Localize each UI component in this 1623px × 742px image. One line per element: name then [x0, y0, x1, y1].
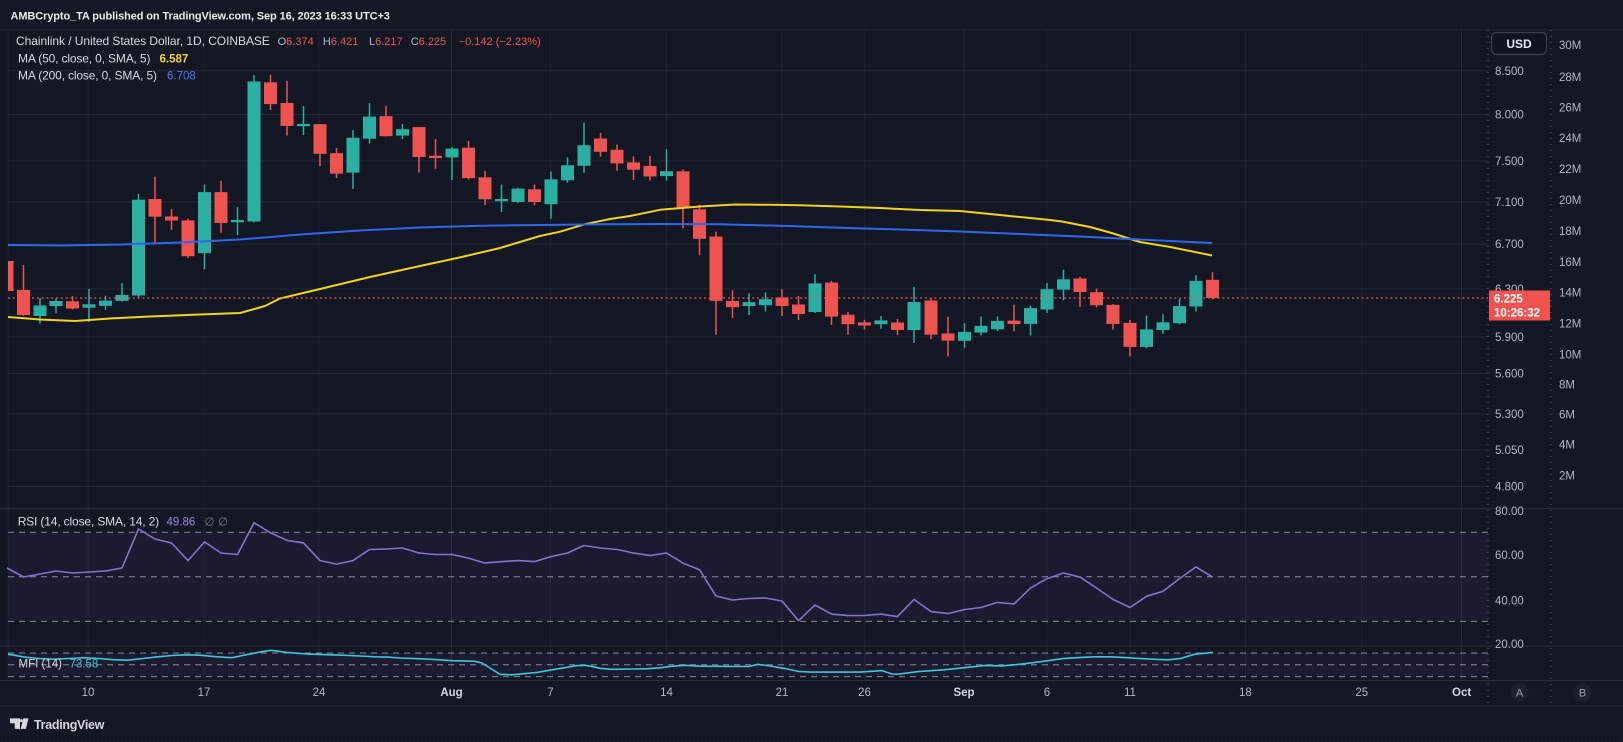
- svg-text:14: 14: [660, 687, 673, 699]
- svg-text:C6.225: C6.225: [411, 36, 446, 48]
- svg-text:18: 18: [1239, 687, 1252, 699]
- svg-text:30M: 30M: [1559, 40, 1581, 52]
- svg-text:22M: 22M: [1559, 164, 1581, 176]
- svg-text:25: 25: [1355, 687, 1368, 699]
- svg-text:20.00: 20.00: [1495, 639, 1524, 651]
- svg-text:A: A: [1516, 688, 1524, 700]
- svg-text:8M: 8M: [1559, 380, 1575, 392]
- svg-text:−0.142 (−2.23%): −0.142 (−2.23%): [459, 36, 541, 48]
- svg-text:MFI (14): MFI (14): [19, 659, 63, 671]
- svg-text:6: 6: [1044, 687, 1050, 699]
- svg-text:RSI (14, close, SMA, 14, 2): RSI (14, close, SMA, 14, 2): [18, 515, 159, 529]
- svg-text:10M: 10M: [1559, 350, 1581, 362]
- svg-text:Chainlink / United States Doll: Chainlink / United States Dollar, 1D, CO…: [16, 34, 270, 48]
- svg-text:∅: ∅: [218, 517, 228, 529]
- svg-text:MA (50, close, 0, SMA, 5): MA (50, close, 0, SMA, 5): [18, 52, 150, 66]
- svg-text:6.700: 6.700: [1495, 239, 1524, 251]
- svg-text:40.00: 40.00: [1495, 596, 1524, 608]
- svg-text:Oct: Oct: [1452, 687, 1471, 699]
- svg-text:18M: 18M: [1559, 226, 1581, 238]
- svg-text:TradingView: TradingView: [34, 718, 105, 732]
- svg-text:10: 10: [82, 687, 95, 699]
- svg-text:5.600: 5.600: [1495, 369, 1524, 381]
- svg-text:49.86: 49.86: [167, 517, 196, 529]
- svg-text:MA (200, close, 0, SMA, 5): MA (200, close, 0, SMA, 5): [18, 69, 157, 83]
- svg-text:5.900: 5.900: [1495, 332, 1524, 344]
- svg-text:7.100: 7.100: [1495, 197, 1524, 209]
- svg-text:6.708: 6.708: [167, 71, 196, 83]
- svg-text:6M: 6M: [1559, 410, 1575, 422]
- svg-text:26M: 26M: [1559, 103, 1581, 115]
- svg-text:Sep: Sep: [953, 687, 974, 699]
- svg-text:12M: 12M: [1559, 319, 1581, 331]
- svg-text:28M: 28M: [1559, 72, 1581, 84]
- svg-text:4M: 4M: [1559, 440, 1575, 452]
- svg-text:80.00: 80.00: [1495, 506, 1524, 518]
- svg-text:7.500: 7.500: [1495, 156, 1524, 168]
- svg-text:B: B: [1579, 688, 1586, 700]
- svg-text:8.500: 8.500: [1495, 66, 1524, 78]
- svg-text:8.000: 8.000: [1495, 110, 1524, 122]
- svg-text:L6.217: L6.217: [369, 36, 403, 48]
- svg-text:17: 17: [198, 687, 211, 699]
- svg-text:2M: 2M: [1559, 471, 1575, 483]
- svg-text:USD: USD: [1506, 37, 1532, 51]
- svg-text:16M: 16M: [1559, 257, 1581, 269]
- svg-text:26: 26: [858, 687, 871, 699]
- svg-text:21: 21: [776, 687, 789, 699]
- svg-text:4.800: 4.800: [1495, 482, 1524, 494]
- svg-text:24M: 24M: [1559, 133, 1581, 145]
- svg-text:5.300: 5.300: [1495, 409, 1524, 421]
- svg-text:20M: 20M: [1559, 195, 1581, 207]
- svg-text:Aug: Aug: [440, 687, 462, 699]
- svg-text:10:26:32: 10:26:32: [1494, 308, 1540, 320]
- svg-text:11: 11: [1124, 687, 1136, 699]
- svg-text:73.58: 73.58: [70, 659, 99, 671]
- svg-text:14M: 14M: [1559, 288, 1581, 300]
- svg-text:H6.421: H6.421: [323, 36, 358, 48]
- svg-text:24: 24: [313, 687, 326, 699]
- svg-text:5.050: 5.050: [1495, 445, 1524, 457]
- svg-text:O6.374: O6.374: [278, 36, 314, 48]
- svg-text:6.225: 6.225: [1494, 294, 1523, 306]
- svg-text:∅: ∅: [205, 517, 215, 529]
- svg-text:60.00: 60.00: [1495, 550, 1524, 562]
- svg-text:7: 7: [547, 687, 553, 699]
- svg-text:AMBCrypto_TA published on Trad: AMBCrypto_TA published on TradingView.co…: [11, 11, 390, 23]
- svg-text:6.587: 6.587: [160, 54, 189, 66]
